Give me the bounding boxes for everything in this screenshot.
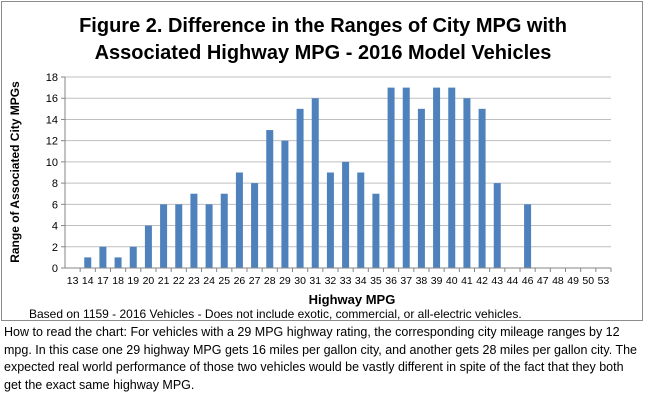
- bar-hwy-40: [448, 87, 456, 268]
- bar-hwy-37: [402, 87, 410, 268]
- x-tick-label: 21: [158, 275, 170, 287]
- x-tick-label: 35: [370, 275, 382, 287]
- y-tick-label: 8: [52, 178, 58, 190]
- bar-hwy-35: [372, 193, 380, 268]
- bar-hwy-39: [433, 87, 441, 268]
- chart-title-line-1: Figure 2. Difference in the Ranges of Ci…: [79, 15, 567, 37]
- bar-hwy-30: [296, 108, 304, 268]
- x-tick-label: 17: [97, 275, 109, 287]
- bar-hwy-21: [160, 204, 168, 268]
- bar-hwy-29: [281, 140, 289, 268]
- x-tick-label: 47: [537, 275, 549, 287]
- bar-hwy-18: [114, 257, 122, 268]
- bar-hwy-22: [175, 204, 183, 268]
- y-tick-label: 4: [52, 221, 58, 233]
- bar-hwy-41: [463, 98, 471, 268]
- bar-hwy-14: [84, 257, 92, 268]
- y-tick-label: 0: [52, 263, 58, 275]
- x-tick-label: 46: [522, 275, 534, 287]
- x-axis-label: Highway MPG: [309, 292, 396, 307]
- chart-note: Based on 1159 - 2016 Vehicles - Does not…: [29, 307, 522, 321]
- x-tick-label: 13: [67, 275, 79, 287]
- bar-hwy-19: [129, 246, 137, 268]
- x-tick-label: 43: [491, 275, 503, 287]
- figure-frame: Figure 2. Difference in the Ranges of Ci…: [1, 1, 643, 321]
- bar-hwy-42: [478, 108, 486, 268]
- x-tick-label: 44: [507, 275, 519, 287]
- x-tick-label: 31: [309, 275, 321, 287]
- y-tick-label: 6: [52, 199, 58, 211]
- x-tick-label: 20: [143, 275, 155, 287]
- y-axis-label: Range of Associated City MPGs: [8, 81, 22, 263]
- x-tick-label: 37: [400, 275, 412, 287]
- x-tick-label: 23: [188, 275, 200, 287]
- x-tick-label: 18: [112, 275, 124, 287]
- bar-hwy-24: [205, 204, 213, 268]
- y-tick-label: 16: [46, 93, 58, 105]
- x-tick-label: 14: [82, 275, 94, 287]
- chart-caption: How to read the chart: For vehicles with…: [4, 325, 637, 392]
- bar-hwy-33: [342, 161, 350, 268]
- x-tick-label: 40: [446, 275, 458, 287]
- chart-title-line-2: Associated Highway MPG - 2016 Model Vehi…: [95, 42, 552, 64]
- bar-hwy-36: [387, 87, 395, 268]
- bar-hwy-17: [99, 246, 107, 268]
- x-tick-label: 36: [385, 275, 397, 287]
- x-tick-label: 26: [234, 275, 246, 287]
- x-tick-label: 30: [294, 275, 306, 287]
- x-tick-label: 53: [598, 275, 610, 287]
- x-tick-label: 32: [325, 275, 337, 287]
- x-tick-label: 42: [476, 275, 488, 287]
- bar-hwy-38: [417, 108, 425, 268]
- bars: [84, 87, 532, 268]
- bar-hwy-34: [357, 172, 365, 268]
- gridlines: [65, 76, 611, 248]
- x-tick-label: 39: [431, 275, 443, 287]
- bar-hwy-32: [326, 172, 334, 268]
- x-tick-label: 22: [173, 275, 185, 287]
- bar-hwy-25: [220, 193, 228, 268]
- x-tick-label: 29: [279, 275, 291, 287]
- bar-hwy-46: [524, 204, 532, 268]
- y-tick-label: 12: [46, 136, 58, 148]
- x-tick-label: 49: [567, 275, 579, 287]
- y-tick-label: 2: [52, 242, 58, 254]
- y-tick-label: 14: [46, 114, 58, 126]
- y-tick-label: 10: [46, 157, 58, 169]
- x-tick-label: 19: [127, 275, 139, 287]
- bar-hwy-43: [493, 183, 501, 268]
- x-tick-label: 24: [203, 275, 215, 287]
- bar-hwy-28: [266, 130, 274, 268]
- bar-hwy-23: [190, 193, 198, 268]
- x-tick-label: 27: [249, 275, 261, 287]
- x-tick-label: 38: [416, 275, 428, 287]
- x-tick-label: 50: [582, 275, 594, 287]
- bar-hwy-20: [144, 225, 152, 268]
- bar-hwy-31: [311, 98, 319, 268]
- x-tick-label: 33: [340, 275, 352, 287]
- x-tick-label: 34: [355, 275, 367, 287]
- x-tick-label: 28: [264, 275, 276, 287]
- x-tick-label: 41: [461, 275, 473, 287]
- x-tick-label: 25: [218, 275, 230, 287]
- y-tick-label: 18: [46, 72, 58, 84]
- bar-hwy-27: [251, 183, 259, 268]
- x-tick-label: 48: [552, 275, 564, 287]
- chart-svg: Figure 2. Difference in the Ranges of Ci…: [8, 15, 612, 321]
- bar-hwy-26: [235, 172, 243, 268]
